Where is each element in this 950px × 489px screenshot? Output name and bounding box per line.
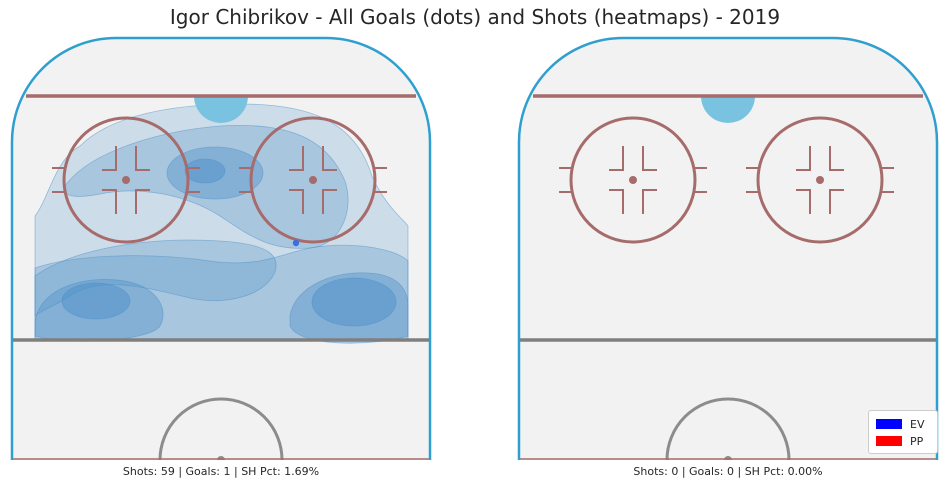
- center-circle: [665, 397, 791, 461]
- boards: [10, 36, 432, 460]
- rink-markings-right: [517, 36, 939, 464]
- rink-svg-left: [10, 36, 432, 464]
- legend-item-pp: PP: [876, 434, 923, 448]
- legend: EV PP: [868, 410, 938, 454]
- shot-summary-right: Shots: 0 | Goals: 0 | SH Pct: 0.00%: [633, 465, 823, 478]
- goal-crease: [194, 96, 248, 123]
- heat-contour-mid-band: [34, 239, 277, 317]
- goal-crease: [701, 96, 755, 123]
- heat-contour-right-peak: [311, 277, 397, 327]
- heat-contour-lower-band: [34, 244, 409, 341]
- legend-swatch-ev: [876, 419, 902, 429]
- ice-surface: [12, 38, 430, 460]
- rink-panel-right: [517, 36, 939, 464]
- shot-summary-left: Shots: 59 | Goals: 1 | SH Pct: 1.69%: [122, 465, 320, 478]
- faceoff-circle-right: [239, 116, 387, 244]
- heat-contour-left-peak: [61, 282, 131, 320]
- legend-label-ev: EV: [910, 417, 925, 431]
- chart-title: Igor Chibrikov - All Goals (dots) and Sh…: [169, 5, 781, 29]
- heat-contour-top-core: [166, 146, 264, 200]
- rink-markings-left: [10, 36, 432, 464]
- shot-heatmap: [34, 103, 409, 344]
- ice-surface: [519, 38, 937, 460]
- rink-panel-left: [10, 36, 432, 464]
- legend-label-pp: PP: [910, 434, 924, 448]
- rink-svg-right: [517, 36, 939, 464]
- boards: [517, 36, 939, 460]
- goal-dot-ev: [292, 239, 300, 247]
- heat-contour-top-peak: [184, 158, 226, 184]
- faceoff-circle-right: [746, 116, 894, 244]
- faceoff-circle-left: [52, 116, 200, 244]
- goal-dots-left: [292, 239, 300, 247]
- faceoff-circle-left: [559, 116, 707, 244]
- legend-item-ev: EV: [876, 417, 924, 431]
- center-circle: [158, 397, 284, 461]
- legend-swatch-pp: [876, 436, 902, 446]
